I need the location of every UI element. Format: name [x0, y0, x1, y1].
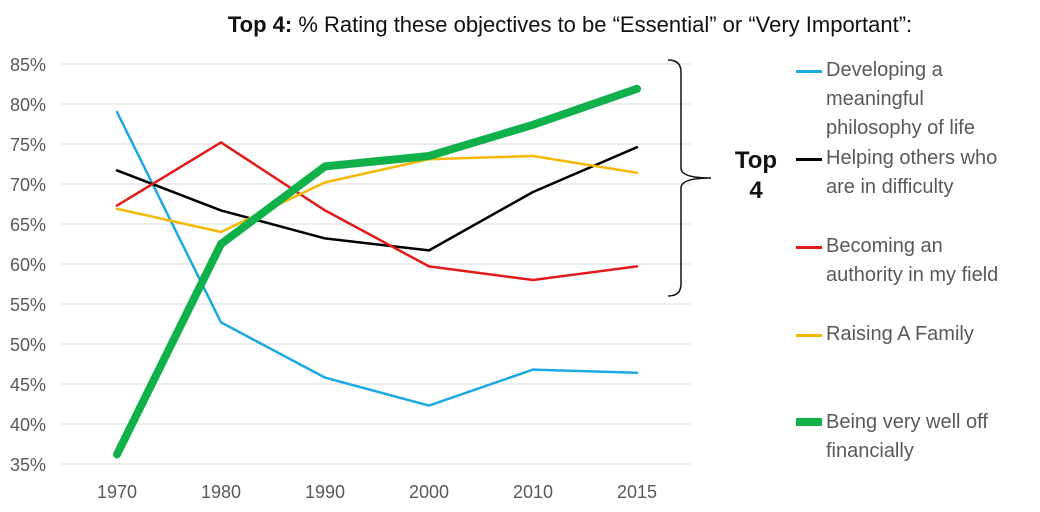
y-tick-label: 70% [10, 175, 46, 195]
top4-line2: 4 [749, 177, 763, 204]
top4-brace [667, 59, 712, 297]
y-tick-label: 35% [10, 455, 46, 475]
series-line-2 [115, 141, 639, 282]
legend-text-line: Being very well off [826, 411, 988, 433]
legend-text-line: Helping others who [826, 147, 998, 169]
legend-swatch [796, 246, 822, 249]
legend-text-line: Becoming an [826, 235, 943, 257]
legend-text-line: financially [826, 440, 914, 462]
legend-text-line: Developing a [826, 59, 943, 81]
legend-swatch [796, 70, 822, 73]
chart-title-bold: Top 4: [227, 12, 293, 37]
y-tick-label: 75% [10, 135, 46, 155]
series-line-3 [115, 154, 639, 234]
chart-title: Top 4: % Rating these objectives to be “… [0, 12, 1040, 38]
x-tick-label: 2010 [513, 482, 553, 502]
x-tick-label: 1970 [97, 482, 137, 502]
legend-text-line: philosophy of life [826, 117, 975, 139]
y-tick-label: 40% [10, 415, 46, 435]
y-tick-label: 50% [10, 335, 46, 355]
x-tick-label: 2015 [617, 482, 657, 502]
x-tick-label: 1980 [201, 482, 241, 502]
legend-text-line: Raising A Family [826, 323, 974, 345]
top4-line1: Top [734, 147, 778, 174]
y-tick-label: 80% [10, 95, 46, 115]
legend-text-line: authority in my field [826, 264, 999, 286]
top4-annotation: Top 4 [720, 146, 792, 206]
series-line-0 [115, 110, 639, 407]
y-tick-label: 45% [10, 375, 46, 395]
y-axis-ticks: 35% 40% 45% 50% 55% 60% 65% 70% 75% 80% 85% [10, 55, 46, 475]
y-tick-label: 55% [10, 295, 46, 315]
gridlines [62, 63, 690, 465]
x-tick-label: 2000 [409, 482, 449, 502]
series-line-1 [115, 145, 639, 252]
chart-title-rest: % Rating these objectives to be “Essenti… [292, 12, 913, 37]
legend-text-line: meaningful [826, 88, 924, 110]
y-tick-label: 60% [10, 255, 46, 275]
series-line-4 [113, 84, 641, 459]
x-axis-ticks: 1970 1980 1990 2000 2010 2015 [97, 482, 657, 502]
series-lines [113, 84, 641, 459]
legend-swatch [796, 334, 822, 337]
x-tick-label: 1990 [305, 482, 345, 502]
legend-swatch [796, 158, 822, 161]
legend-text-line: are in difficulty [826, 176, 954, 198]
y-tick-label: 85% [10, 55, 46, 75]
y-tick-label: 65% [10, 215, 46, 235]
legend-swatch [796, 418, 822, 426]
